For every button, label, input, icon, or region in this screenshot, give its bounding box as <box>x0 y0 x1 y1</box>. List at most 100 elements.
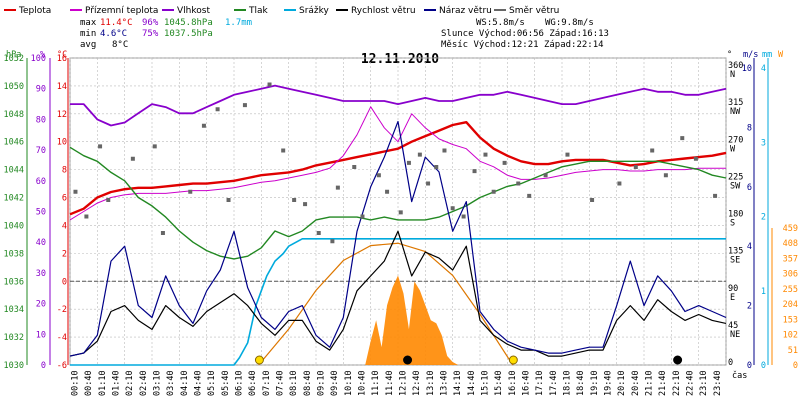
wind-direction-point <box>292 198 297 202</box>
tick-label-percent: 40 <box>36 238 46 248</box>
x-tick-label: 19:10 <box>590 370 600 396</box>
tick-label-direction: 90 <box>728 284 738 294</box>
tick-label-celsius: 6 <box>62 194 67 204</box>
wind-direction-point <box>215 107 220 112</box>
wind-direction-point <box>543 173 548 178</box>
wind-direction-point <box>98 144 103 149</box>
series-line <box>69 230 727 357</box>
axis-ms-label: m/s <box>743 50 758 60</box>
tick-label-percent: 60 <box>36 177 46 187</box>
x-tick-label: 21:40 <box>658 370 668 396</box>
wind-direction-point <box>201 123 206 128</box>
x-tick-label: 23:40 <box>713 370 723 396</box>
x-tick-label: 01:10 <box>98 370 108 396</box>
info-moon: Měsíc Východ:12:21 Západ:22:14 <box>441 40 604 50</box>
x-tick-label: 18:10 <box>563 370 573 396</box>
x-tick-label: 21:10 <box>645 370 655 396</box>
moonset-marker <box>673 355 683 365</box>
tick-label-hpa: 1050 <box>4 82 24 92</box>
tick-label-hpa: 1030 <box>4 361 24 371</box>
wind-direction-point <box>267 82 272 87</box>
legend-item: Vlhkost <box>162 6 210 16</box>
plot-area <box>69 82 727 366</box>
x-tick-label: 16:40 <box>522 370 532 396</box>
x-tick-label: 12:40 <box>412 370 422 396</box>
x-tick-label: 05:10 <box>207 370 217 396</box>
wind-direction-point <box>352 165 357 169</box>
wind-direction-point <box>461 214 466 219</box>
x-tick-label: 10:40 <box>358 370 368 396</box>
x-tick-label: 17:10 <box>535 370 545 396</box>
wind-direction-point <box>633 165 638 169</box>
x-tick-label: 13:10 <box>426 370 436 396</box>
tick-label-direction: 180 <box>728 210 743 220</box>
axis-w-label: W <box>778 50 784 60</box>
stat-rain: 1.7mm <box>225 18 252 28</box>
stat-min-hum: 75% <box>142 29 159 39</box>
series-radiation-area <box>365 275 459 365</box>
tick-label-w: 102 <box>783 331 798 341</box>
series-line <box>69 106 726 221</box>
x-tick-label: 09:40 <box>330 370 340 396</box>
legend-label: Přízemní teplota <box>85 6 158 16</box>
x-tick-label: 00:40 <box>84 370 94 396</box>
tick-label-celsius: 4 <box>62 221 67 231</box>
tick-label-ms: 0 <box>747 361 752 371</box>
axis-percent-label: % <box>40 50 45 60</box>
tick-label-percent: 0 <box>41 361 46 371</box>
x-tick-label: 10:10 <box>344 370 354 396</box>
wind-direction-point <box>316 231 321 235</box>
wind-direction-point <box>472 169 477 174</box>
series-line <box>69 121 727 216</box>
tick-label-celsius: 10 <box>57 138 67 148</box>
stat-max-press: 1045.8hPa <box>164 18 213 28</box>
legend-label: Tlak <box>248 6 269 16</box>
legend: Teplota Přízemní teplota Vlhkost Tlak Srážky… <box>4 6 559 16</box>
wind-direction-point <box>360 214 365 219</box>
tick-label-percent: 90 <box>36 85 46 95</box>
tick-label-w: 153 <box>783 315 798 325</box>
tick-label-direction: 270 <box>728 135 743 145</box>
axis-mm-label: mm <box>762 50 772 60</box>
wind-direction-point <box>650 148 655 153</box>
wind-direction-point <box>502 160 507 165</box>
legend-item: Náraz větru <box>424 6 492 16</box>
wind-direction-point <box>330 239 335 244</box>
tick-label-ms: 4 <box>747 242 752 252</box>
legend-label: Vlhkost <box>177 6 210 16</box>
tick-label-celsius: -2 <box>57 305 67 315</box>
tick-label-hpa: 1044 <box>4 166 24 176</box>
legend-item: Směr větru <box>494 6 559 16</box>
stat-max-temp: 11.4°C <box>100 18 133 28</box>
stat-min-press: 1037.5hPa <box>164 29 213 39</box>
tick-label-ms: 2 <box>747 302 752 312</box>
left-axes: 1030103210341036103810401042104410461048… <box>4 54 69 371</box>
tick-label-percent: 10 <box>36 330 46 340</box>
tick-label-w: 306 <box>783 270 798 280</box>
x-tick-label: 15:10 <box>481 370 491 396</box>
x-tick-label: 03:40 <box>166 370 176 396</box>
tick-label-celsius: 12 <box>57 110 67 120</box>
tick-label-percent: 30 <box>36 269 46 279</box>
legend-item: Rychlost větru <box>336 6 416 16</box>
tick-label-percent: 70 <box>36 146 46 156</box>
tick-label-w: 357 <box>783 254 798 264</box>
wind-direction-point <box>434 165 439 169</box>
tick-label-w: 204 <box>783 300 798 310</box>
wind-direction-point <box>450 206 455 211</box>
tick-label-direction-name: SE <box>730 256 740 266</box>
x-tick-label: 04:40 <box>194 370 204 396</box>
tick-label-direction-name: W <box>730 144 736 154</box>
info-wg: WG:9.8m/s <box>545 18 594 28</box>
x-tick-label: 16:10 <box>508 370 518 396</box>
tick-label-celsius: 14 <box>57 82 67 92</box>
tick-label-celsius: -6 <box>57 361 67 371</box>
wind-direction-point <box>73 189 78 194</box>
legend-item: Teplota <box>4 6 51 16</box>
tick-label-celsius: 16 <box>57 54 67 64</box>
x-tick-label: 14:10 <box>453 370 463 396</box>
wind-direction-point <box>188 189 193 194</box>
x-tick-label: 12:10 <box>399 370 409 396</box>
